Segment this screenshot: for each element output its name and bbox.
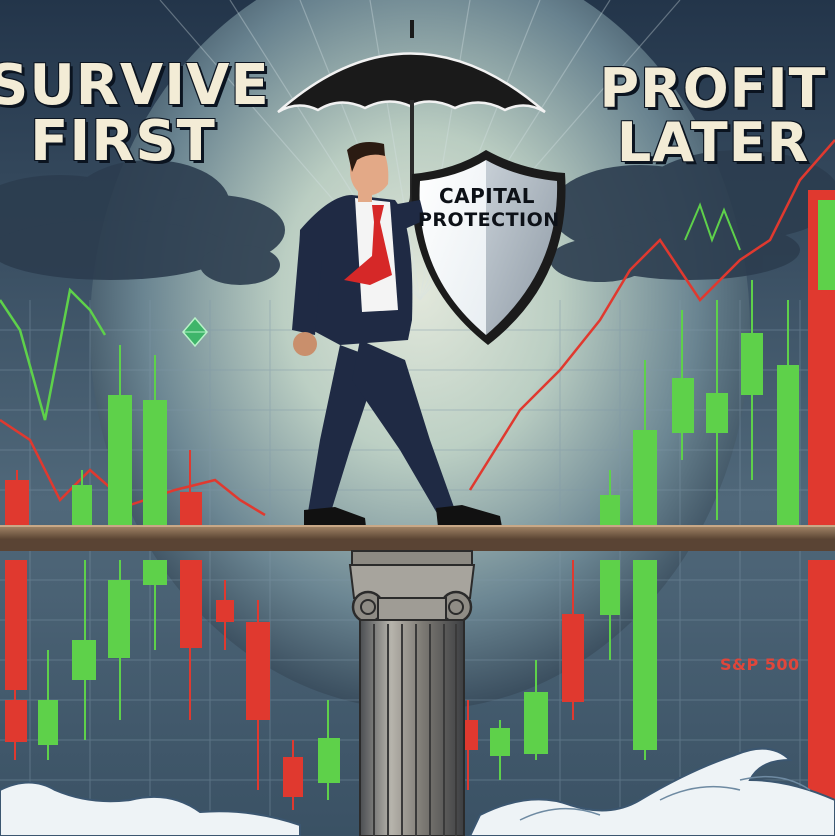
candles-lower: [5, 560, 835, 810]
ticker-mark: S&P 500: [720, 655, 800, 674]
candles-upper-right: [600, 190, 835, 525]
profit-later-heading: PROFIT LATER: [588, 62, 835, 170]
shield-label: CAPITAL PROTECTION: [418, 184, 560, 231]
businessman-figure: [292, 142, 502, 527]
green-trend-line-right: [684, 202, 741, 251]
ionic-column-icon: [348, 550, 476, 836]
survive-first-heading: SURVIVE FIRST: [0, 53, 270, 174]
red-trend-line-right: [468, 139, 835, 491]
candles-upper-left: [5, 345, 202, 525]
balance-beam: [0, 525, 835, 551]
heading-line: LATER: [616, 111, 810, 174]
shield-icon: [411, 150, 566, 345]
heading-line: SURVIVE: [0, 53, 270, 118]
green-trend-line-left: [0, 287, 107, 421]
ocean-waves: [0, 747, 835, 836]
heading-line: PROFIT: [599, 57, 827, 120]
shield-label-line: PROTECTION: [418, 209, 560, 231]
storm-clouds-left: [0, 160, 285, 285]
heading-line: FIRST: [30, 109, 216, 174]
storm-clouds-right: [550, 150, 835, 282]
shield-label-line: CAPITAL: [438, 184, 536, 208]
diamond-icon: [182, 316, 208, 348]
